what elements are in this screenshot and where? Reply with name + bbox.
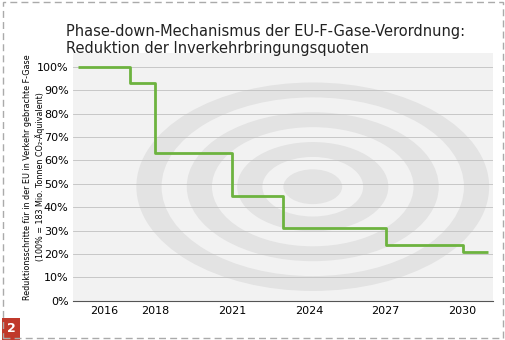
Circle shape	[237, 142, 387, 232]
Circle shape	[186, 112, 438, 261]
Text: 2: 2	[7, 322, 16, 335]
Text: Phase-down-Mechanismus der EU-F-Gase-Verordnung:: Phase-down-Mechanismus der EU-F-Gase-Ver…	[66, 24, 464, 39]
Circle shape	[161, 97, 463, 276]
Circle shape	[262, 157, 363, 217]
Y-axis label: Reduktionsschritte für in der EU in Verkehr gebrachte F-Gase
(100% = 183 Mio. To: Reduktionsschritte für in der EU in Verk…	[23, 54, 45, 300]
Text: Reduktion der Inverkehrbringungsquoten: Reduktion der Inverkehrbringungsquoten	[66, 41, 368, 56]
Circle shape	[283, 169, 341, 204]
Circle shape	[212, 127, 413, 246]
Circle shape	[136, 83, 488, 291]
